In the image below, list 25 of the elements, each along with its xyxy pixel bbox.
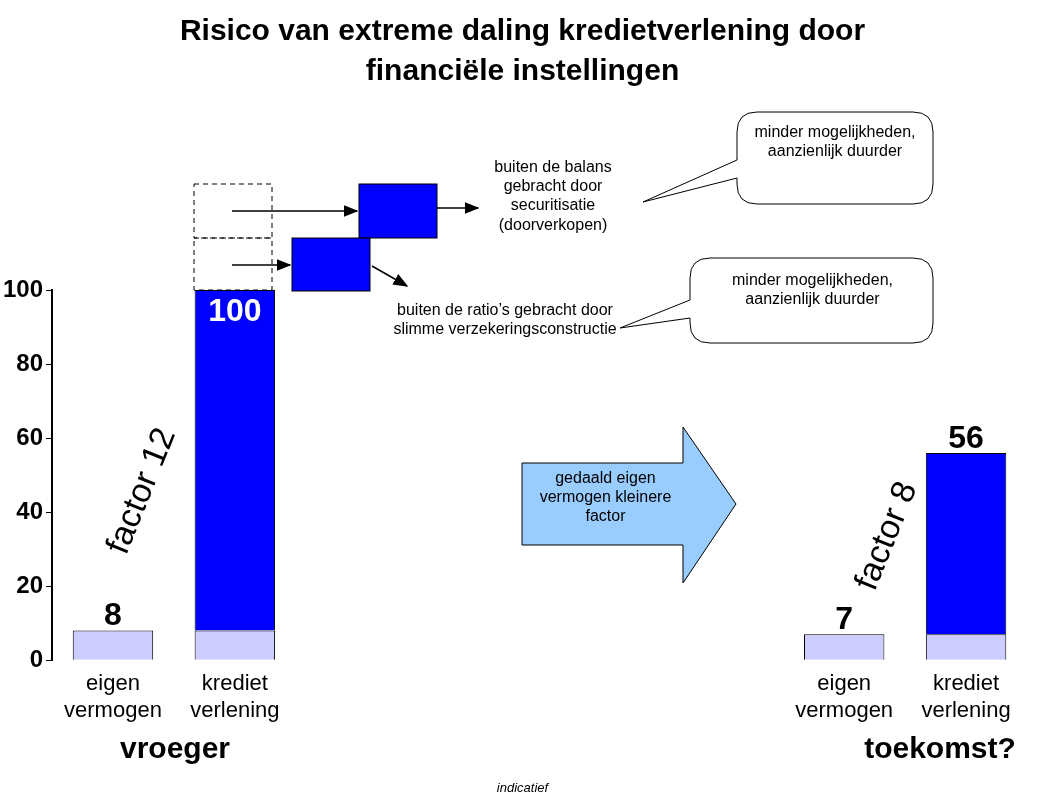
x-tick-label: krediet verlening [190, 670, 280, 722]
text: vroeger [118, 730, 232, 766]
total-label: 7 [835, 600, 854, 637]
annotation: minder mogelijkheden, aanzienlijk duurder [731, 270, 894, 309]
chart-title: Risico van extreme daling kredietverlening door financiële instellingen [178, 12, 867, 88]
x-tick-label: krediet verlening [921, 670, 1011, 722]
text: buiten de balans gebracht door securitisatie (doorverkopen) [493, 157, 613, 234]
total-label: 100 [208, 291, 262, 328]
y-tick-label: 80 [16, 348, 44, 376]
annotation: buiten de ratio’s gebracht door slimme verzekeringsconstructie [392, 300, 618, 339]
annotation: factor 12 [96, 420, 184, 561]
y-tick-label: 40 [16, 496, 44, 524]
total-label: 8 [104, 596, 122, 633]
total-label: 56 [948, 418, 984, 455]
text: minder mogelijkheden, aanzienlijk duurder [753, 122, 917, 161]
x-tick-label: eigen vermogen [64, 670, 162, 722]
annotation: gedaald eigen vermogen kleinere factor [538, 468, 673, 526]
y-tick-label: 20 [16, 570, 44, 598]
annotation: factor 8 [845, 475, 924, 595]
y-tick-label: 60 [16, 422, 44, 450]
text: toekomst? [863, 730, 1017, 766]
y-tick-label: 100 [3, 274, 44, 302]
x-tick-label: eigen vermogen [795, 670, 894, 722]
y-tick-label: 0 [29, 644, 44, 672]
text: indicatief [495, 780, 550, 796]
